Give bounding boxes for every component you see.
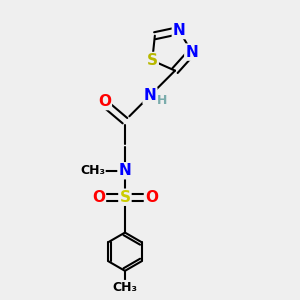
Text: CH₃: CH₃: [112, 280, 137, 293]
Text: O: O: [145, 190, 158, 205]
Text: N: N: [173, 23, 186, 38]
Text: S: S: [119, 190, 130, 205]
Text: O: O: [92, 190, 105, 205]
Text: N: N: [185, 45, 198, 60]
Text: N: N: [144, 88, 156, 103]
Text: S: S: [147, 53, 158, 68]
Text: CH₃: CH₃: [80, 164, 105, 177]
Text: O: O: [98, 94, 111, 109]
Text: H: H: [157, 94, 167, 107]
Text: N: N: [118, 163, 131, 178]
